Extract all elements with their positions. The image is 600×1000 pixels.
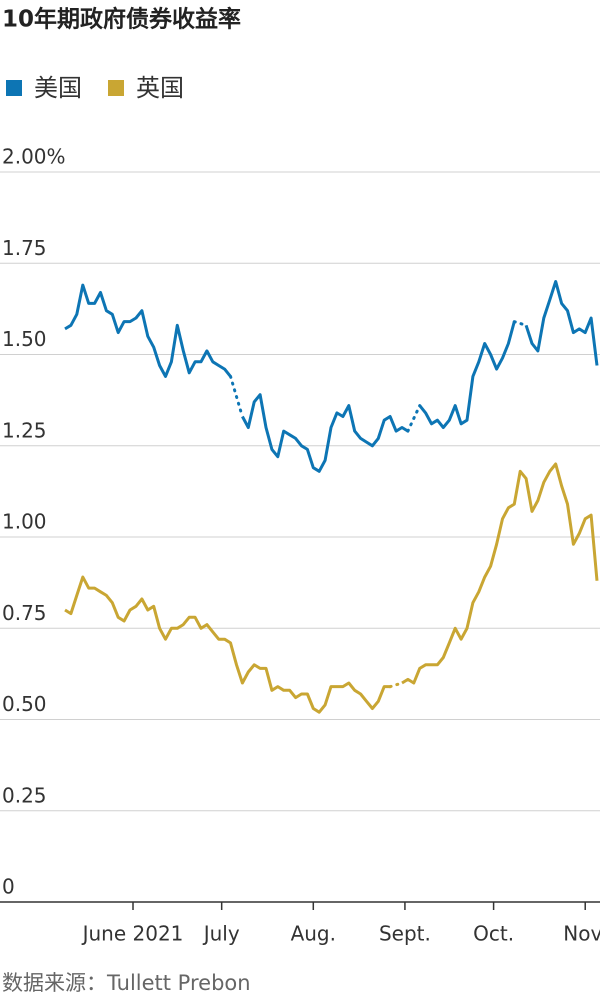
- y-tick-label: 0: [2, 875, 15, 899]
- y-tick-label: 0.50: [2, 692, 47, 716]
- legend-swatch: [108, 80, 124, 96]
- x-tick-label: Nov.: [563, 922, 600, 946]
- source-note: 数据来源：Tullett Prebon: [2, 971, 251, 995]
- series-line: [64, 462, 599, 714]
- y-tick-label: 1.75: [2, 236, 47, 260]
- gap-bridge: [512, 320, 528, 327]
- legend-swatch: [6, 80, 22, 96]
- chart-title: 10年期政府债券收益率: [2, 6, 241, 33]
- y-tick-label: 1.00: [2, 510, 47, 534]
- x-tick-label: Sept.: [379, 922, 431, 946]
- x-tick-label: Aug.: [291, 922, 336, 946]
- y-tick-label: 2.00%: [2, 145, 66, 169]
- x-tick-label: July: [202, 922, 240, 946]
- y-tick-label: 0.75: [2, 601, 47, 625]
- legend-label: 美国: [34, 74, 82, 102]
- series-line: [64, 280, 599, 473]
- y-tick-label: 1.25: [2, 418, 47, 442]
- x-tick-label: Oct.: [473, 922, 514, 946]
- gap-bridge: [229, 374, 244, 419]
- legend-label: 英国: [136, 74, 184, 102]
- y-tick-label: 0.25: [2, 783, 47, 807]
- x-tick-label: June 2021: [81, 922, 184, 946]
- gap-bridge: [406, 404, 422, 433]
- gap-bridge: [388, 681, 404, 689]
- y-tick-label: 1.50: [2, 327, 47, 351]
